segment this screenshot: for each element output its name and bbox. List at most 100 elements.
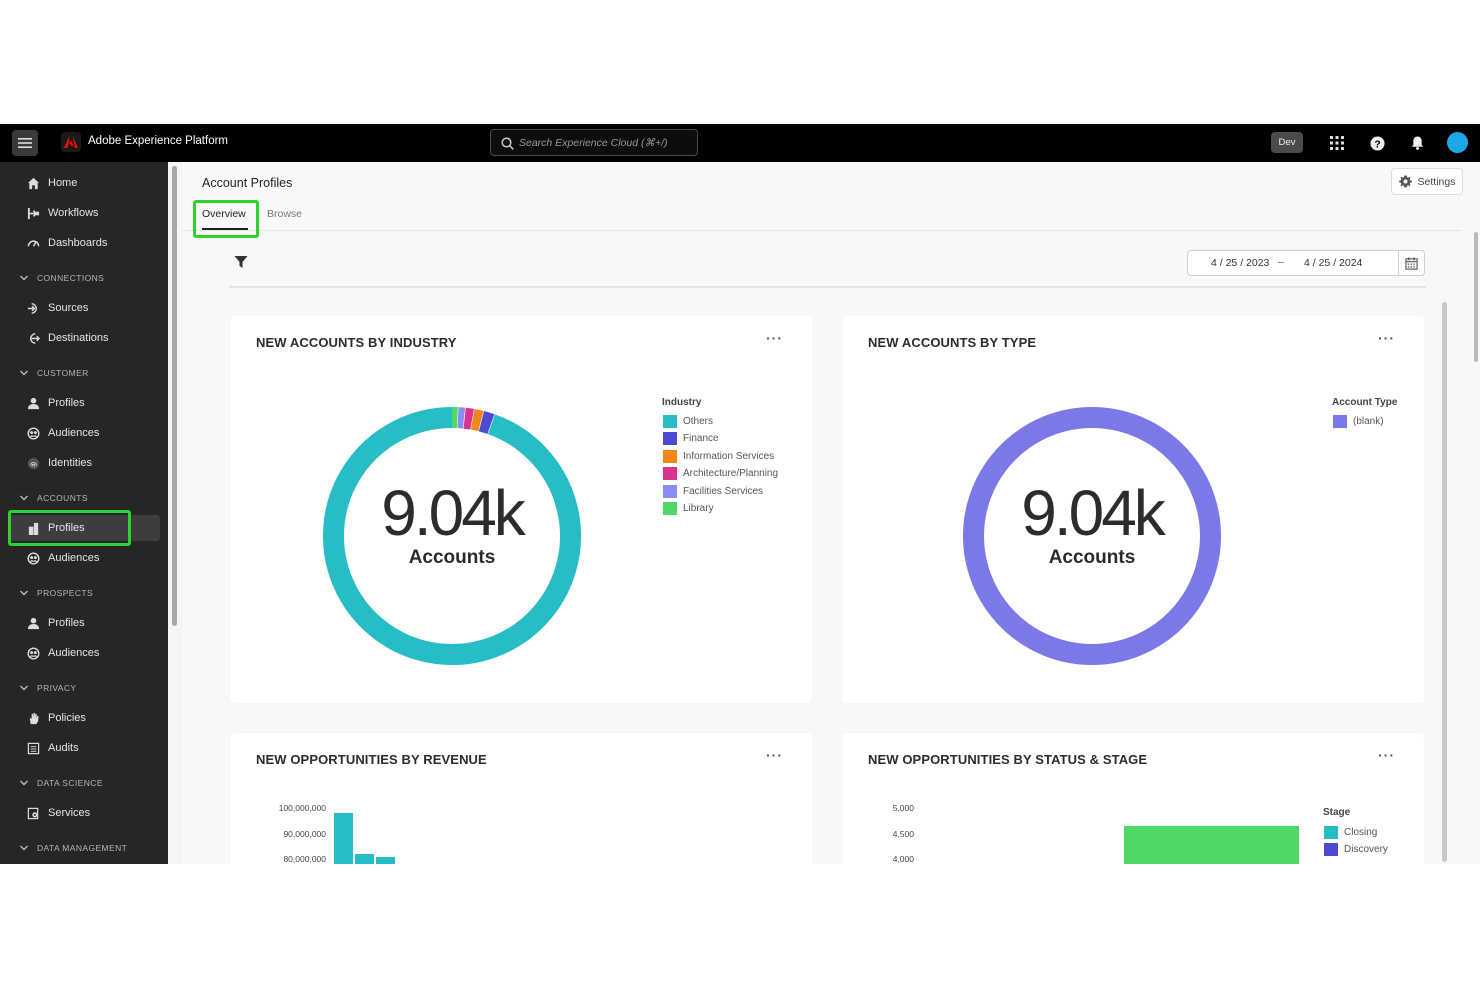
section-prospects[interactable]: PROSPECTS bbox=[0, 583, 168, 603]
notifications-bell-icon[interactable] bbox=[1408, 134, 1426, 152]
audiences-icon bbox=[26, 551, 41, 566]
sidebar-item-account-profiles[interactable]: Profiles bbox=[0, 515, 168, 541]
global-search[interactable] bbox=[490, 129, 698, 156]
y-tick-label: 90,000,000 bbox=[283, 828, 326, 839]
audiences-icon bbox=[26, 426, 41, 441]
legend-item-closing[interactable]: Closing bbox=[1324, 825, 1377, 839]
slice-blank[interactable] bbox=[963, 407, 1221, 665]
legend-item-others[interactable]: Others bbox=[663, 414, 713, 428]
sidebar-item-audits[interactable]: Audits bbox=[0, 735, 168, 761]
section-privacy[interactable]: PRIVACY bbox=[0, 678, 168, 698]
card-accounts-by-industry: NEW ACCOUNTS BY INDUSTRY ··· 9.04k Accou… bbox=[230, 316, 812, 703]
more-options-icon[interactable]: ··· bbox=[1378, 747, 1395, 763]
active-tab-indicator bbox=[202, 228, 248, 230]
sidebar-item-label: Audiences bbox=[48, 647, 100, 659]
sidebar-item-sources[interactable]: Sources bbox=[0, 295, 168, 321]
sidebar-item-customer-audiences[interactable]: Audiences bbox=[0, 420, 168, 446]
bar[interactable] bbox=[355, 854, 374, 864]
filter-icon[interactable] bbox=[234, 255, 248, 269]
menu-icon[interactable] bbox=[12, 130, 38, 156]
slice-others[interactable] bbox=[323, 407, 581, 665]
section-data-science[interactable]: DATA SCIENCE bbox=[0, 773, 168, 793]
more-options-icon[interactable]: ··· bbox=[766, 747, 783, 763]
tabs-divider bbox=[182, 230, 1462, 231]
legend-label: Information Services bbox=[683, 450, 775, 462]
chevron-down-icon bbox=[20, 370, 28, 376]
legend-swatch bbox=[1324, 825, 1338, 839]
person-icon bbox=[26, 396, 41, 411]
start-date[interactable]: 4 / 25 / 2023 bbox=[1211, 257, 1270, 269]
bar[interactable] bbox=[376, 857, 395, 864]
calendar-button[interactable] bbox=[1398, 251, 1424, 275]
legend-swatch bbox=[663, 467, 677, 480]
y-tick-label: 4,500 bbox=[892, 828, 914, 839]
slice-architecture-planning[interactable] bbox=[463, 407, 475, 430]
section-connections[interactable]: CONNECTIONS bbox=[0, 268, 168, 288]
page-scrollbar[interactable] bbox=[1474, 232, 1478, 362]
sidebar-item-label: Services bbox=[48, 807, 91, 819]
legend-item-information-services[interactable]: Information Services bbox=[663, 449, 774, 463]
legend-item-finance[interactable]: Finance bbox=[663, 432, 719, 446]
sidebar-item-account-audiences[interactable]: Audiences bbox=[0, 545, 168, 571]
end-date[interactable]: 4 / 25 / 2024 bbox=[1304, 257, 1363, 269]
help-icon[interactable]: ? bbox=[1368, 134, 1386, 152]
adobe-logo-icon[interactable] bbox=[61, 132, 81, 152]
sidebar-item-identities[interactable]: Identities bbox=[0, 450, 168, 476]
sidebar-item-dashboards[interactable]: Dashboards bbox=[0, 230, 168, 256]
sidebar-item-prospect-audiences[interactable]: Audiences bbox=[0, 640, 168, 666]
calendar-icon bbox=[1405, 256, 1418, 270]
tab-browse[interactable]: Browse bbox=[267, 208, 303, 220]
card-title: NEW OPPORTUNITIES BY STATUS & STAGE bbox=[868, 752, 1148, 767]
page-title: Account Profiles bbox=[202, 176, 293, 190]
card-accounts-by-type: NEW ACCOUNTS BY TYPE ··· 9.04k Accounts … bbox=[842, 316, 1424, 703]
sidebar-item-label: Home bbox=[48, 177, 78, 189]
legend-swatch bbox=[663, 432, 677, 445]
legend-label: Discovery bbox=[1344, 844, 1388, 855]
gear-icon bbox=[1398, 175, 1412, 188]
building-icon bbox=[26, 521, 41, 536]
sidebar-item-customer-profiles[interactable]: Profiles bbox=[0, 390, 168, 416]
slice-facilities-services[interactable] bbox=[457, 407, 466, 429]
audiences-icon bbox=[26, 646, 41, 661]
sidebar-item-label: Destinations bbox=[48, 332, 109, 344]
legend-item-library[interactable]: Library bbox=[663, 502, 714, 516]
card-title: NEW OPPORTUNITIES BY REVENUE bbox=[256, 752, 487, 767]
sidebar-item-prospect-profiles[interactable]: Profiles bbox=[0, 610, 168, 636]
settings-button[interactable]: Settings bbox=[1391, 168, 1463, 195]
legend-item-discovery[interactable]: Discovery bbox=[1324, 843, 1388, 857]
sidebar-item-destinations[interactable]: Destinations bbox=[0, 325, 168, 351]
dashboard-icon bbox=[26, 236, 41, 251]
more-options-icon[interactable]: ··· bbox=[1378, 330, 1395, 346]
bar[interactable] bbox=[334, 813, 353, 864]
search-input[interactable] bbox=[519, 134, 689, 152]
bar[interactable] bbox=[1124, 825, 1299, 864]
section-accounts[interactable]: ACCOUNTS bbox=[0, 488, 168, 508]
content-scrollbar[interactable] bbox=[1442, 302, 1447, 862]
industry-total-value: 9.04k bbox=[381, 477, 526, 549]
sidebar-item-policies[interactable]: Policies bbox=[0, 705, 168, 731]
section-customer[interactable]: CUSTOMER bbox=[0, 363, 168, 383]
section-data-management[interactable]: DATA MANAGEMENT bbox=[0, 838, 168, 858]
legend-item-blank[interactable]: (blank) bbox=[1333, 414, 1384, 428]
legend-swatch bbox=[663, 502, 677, 515]
sidebar-item-services[interactable]: Services bbox=[0, 800, 168, 826]
legend-item-architecture-planning[interactable]: Architecture/Planning bbox=[663, 467, 778, 481]
slice-information-services[interactable] bbox=[470, 408, 485, 432]
sidebar-scrollbar[interactable] bbox=[172, 166, 177, 626]
person-icon bbox=[26, 616, 41, 631]
legend-item-facilities-services[interactable]: Facilities Services bbox=[663, 484, 763, 498]
apps-grid-icon[interactable] bbox=[1328, 134, 1346, 152]
environment-badge[interactable]: Dev bbox=[1271, 132, 1303, 153]
section-label: CONNECTIONS bbox=[37, 273, 105, 283]
more-options-icon[interactable]: ··· bbox=[766, 330, 783, 346]
sidebar-item-workflows[interactable]: Workflows bbox=[0, 200, 168, 226]
app-title[interactable]: Adobe Experience Platform bbox=[88, 135, 228, 147]
type-total-label: Accounts bbox=[1048, 547, 1136, 568]
tab-overview[interactable]: Overview bbox=[202, 208, 246, 220]
slice-finance[interactable] bbox=[478, 411, 495, 435]
date-range-picker[interactable]: 4 / 25 / 2023 – 4 / 25 / 2024 bbox=[1187, 250, 1425, 276]
user-avatar[interactable] bbox=[1447, 132, 1468, 153]
sidebar-item-label: Policies bbox=[48, 712, 86, 724]
sidebar-item-home[interactable]: Home bbox=[0, 170, 168, 196]
chevron-down-icon bbox=[20, 495, 28, 501]
